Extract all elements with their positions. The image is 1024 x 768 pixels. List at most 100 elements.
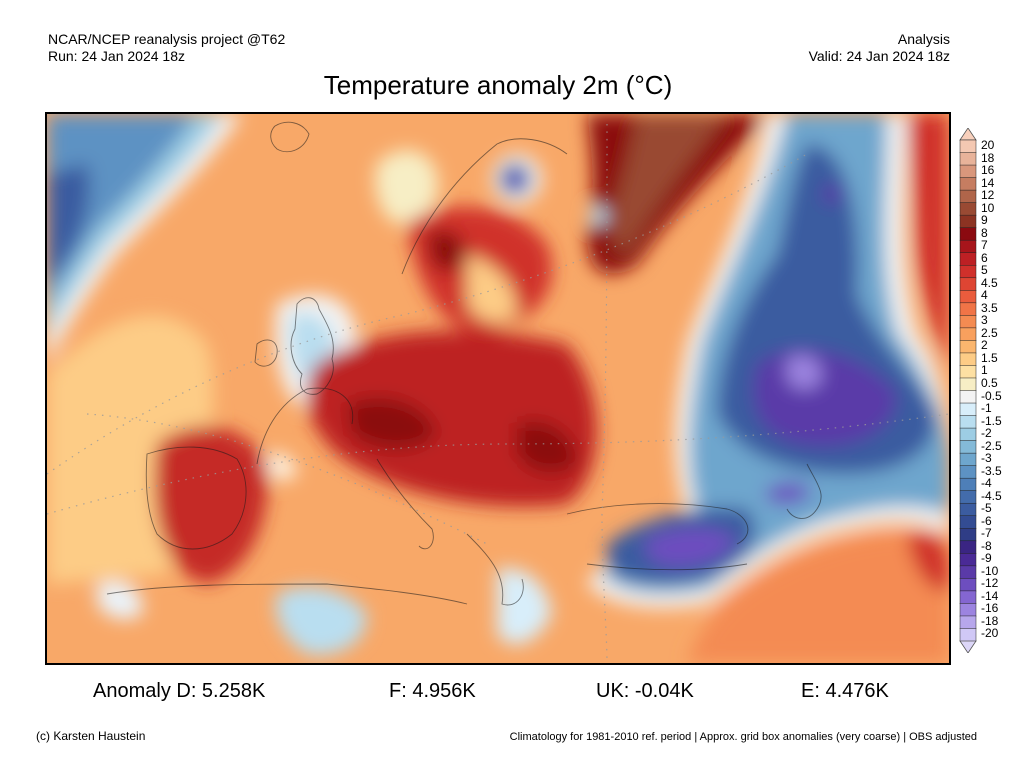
coastlines <box>106 121 822 606</box>
credit: (c) Karsten Haustein <box>36 729 146 743</box>
colorbar-swatch <box>959 152 977 166</box>
stat-germany: Anomaly D: 5.258K <box>93 680 266 702</box>
colorbar-tick-label: -8 <box>981 538 992 553</box>
colorbar-swatch <box>959 415 977 429</box>
colorbar-over-triangle <box>959 128 977 141</box>
colorbar-tick-label: 2.5 <box>981 325 998 340</box>
colorbar-swatch <box>959 352 977 367</box>
colorbar-swatch <box>959 290 977 304</box>
colorbar-swatch <box>959 540 977 554</box>
colorbar-tick-label: -14 <box>981 588 999 603</box>
italy-outline <box>376 458 434 550</box>
britain-outline <box>290 297 334 395</box>
romania-hot <box>517 421 577 473</box>
colorbar-tick-label: -10 <box>981 563 999 578</box>
colorbar-tick-label: -16 <box>981 601 999 616</box>
graticule-line-4 <box>601 123 608 663</box>
graticule-line-1 <box>47 153 808 475</box>
colorbar-tick-label: 5 <box>981 263 988 278</box>
black-sea-outline <box>566 503 749 545</box>
colorbar-tick-label: -4 <box>981 476 992 491</box>
caucasus-cold <box>767 482 812 504</box>
colorbar-swatch <box>959 390 977 404</box>
colorbar-tick-label: -7 <box>981 526 992 541</box>
source-label: NCAR/NCEP reanalysis project @T62 <box>48 31 286 47</box>
colorbar-swatch <box>959 402 977 417</box>
header-left: NCAR/NCEP reanalysis project @T62 Run: 2… <box>48 31 285 65</box>
colorbar <box>959 128 977 653</box>
colorbar-swatch <box>959 177 977 191</box>
stat-uk: UK: -0.04K <box>596 680 694 702</box>
map-title: Temperature anomaly 2m (°C) <box>323 70 673 100</box>
colorbar-swatch <box>959 427 977 442</box>
colorbar-swatch <box>959 615 977 630</box>
caspian-outline <box>786 463 822 519</box>
colorbar-tick-label: -9 <box>981 551 992 566</box>
baltic-mild <box>467 254 517 323</box>
colorbar-swatch <box>959 239 977 254</box>
greece-outline <box>466 533 524 606</box>
colorbar-swatch <box>959 465 977 479</box>
iberia-outline <box>145 446 247 550</box>
colorbar-tick-label: 0.5 <box>981 375 998 390</box>
colorbar-tick-label: 1.5 <box>981 350 998 365</box>
colorbar-swatch <box>959 628 977 642</box>
norway-coast-neutral <box>375 150 438 224</box>
ural-warm <box>907 114 949 374</box>
header-right: Analysis Valid: 24 Jan 2024 18z <box>809 31 950 65</box>
colorbar-tick-label: -1.5 <box>981 413 1002 428</box>
germany-hot <box>347 398 437 449</box>
russia-extreme-cold <box>787 355 822 390</box>
colorbar-tick-label: -4.5 <box>981 488 1002 503</box>
colorbar-tick-label: 18 <box>981 150 995 165</box>
ireland-outline <box>254 339 278 367</box>
colorbar-tick-label: 10 <box>981 200 995 215</box>
colorbar-swatch <box>959 214 977 229</box>
cold-atlantic-core <box>47 114 197 309</box>
colorbar-tick-label: 8 <box>981 225 988 240</box>
colorbar-swatch <box>959 452 977 467</box>
colorbar-swatch <box>959 565 977 579</box>
colorbar-tick-label: 6 <box>981 250 988 265</box>
colorbar-swatch <box>959 189 977 204</box>
colorbar-swatch <box>959 277 977 291</box>
colorbar-swatch <box>959 528 977 542</box>
colorbar-swatch <box>959 365 977 379</box>
colorbar-tick-label: -20 <box>981 626 999 641</box>
colorbar-tick-label: -3.5 <box>981 463 1002 478</box>
run-label: Run: 24 Jan 2024 18z <box>48 48 185 64</box>
turkey-coast <box>586 563 748 571</box>
climatology-note: Climatology for 1981-2010 ref. period | … <box>509 731 977 743</box>
colorbar-tick-label: 12 <box>981 188 995 203</box>
anatolia-very-cold <box>645 527 737 567</box>
colorbar-swatch <box>959 490 977 504</box>
graticule-line-3 <box>86 413 488 545</box>
country-anomalies: Anomaly D: 5.258K F: 4.956K UK: -0.04K E… <box>0 680 1024 706</box>
colorbar-tick-label: -12 <box>981 576 999 591</box>
valid-label: Valid: 24 Jan 2024 18z <box>808 48 950 64</box>
graticule-line-2 <box>47 413 949 515</box>
north-africa-coast <box>106 583 468 605</box>
middle-east-warm <box>687 531 949 663</box>
colorbar-tick-label: 14 <box>981 175 995 190</box>
kola-cool <box>590 207 608 225</box>
colorbar-tick-label: 3 <box>981 313 988 328</box>
colorbar-tick-label: -0.5 <box>981 388 1002 403</box>
colorbar-swatch <box>959 265 977 279</box>
algeria-cool <box>275 586 367 655</box>
temperature-anomaly-map <box>45 112 951 665</box>
iceland-outline <box>270 121 310 153</box>
colorbar-swatch <box>959 603 977 617</box>
colorbar-tick-label: 4 <box>981 288 988 303</box>
colorbar-tick-label: 2 <box>981 338 988 353</box>
colorbar-tick-label: -6 <box>981 513 992 528</box>
colorbar-swatch <box>959 202 977 216</box>
norway-outline <box>401 138 568 275</box>
norway-hot <box>427 230 467 271</box>
colorbar-swatch <box>959 315 977 329</box>
colorbar-swatch <box>959 252 977 266</box>
anomaly-field <box>47 114 949 663</box>
graticule <box>47 123 949 663</box>
france-outline <box>256 387 354 465</box>
colorbar-swatch <box>959 302 977 316</box>
